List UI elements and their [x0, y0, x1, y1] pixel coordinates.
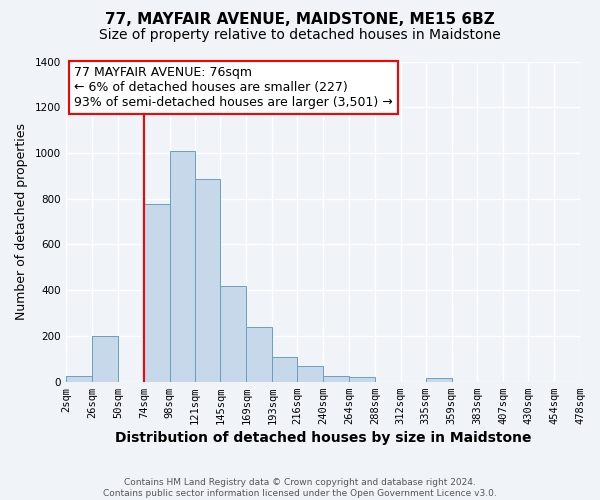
Bar — [323, 376, 349, 382]
Bar — [92, 336, 118, 382]
Bar — [170, 150, 194, 382]
Bar — [194, 180, 220, 382]
Bar — [272, 356, 297, 382]
Bar — [349, 377, 375, 382]
Bar — [144, 204, 170, 382]
Bar — [66, 376, 92, 382]
Bar — [297, 366, 323, 382]
Text: Contains HM Land Registry data © Crown copyright and database right 2024.
Contai: Contains HM Land Registry data © Crown c… — [103, 478, 497, 498]
Text: 77, MAYFAIR AVENUE, MAIDSTONE, ME15 6BZ: 77, MAYFAIR AVENUE, MAIDSTONE, ME15 6BZ — [105, 12, 495, 28]
X-axis label: Distribution of detached houses by size in Maidstone: Distribution of detached houses by size … — [115, 431, 531, 445]
Text: Size of property relative to detached houses in Maidstone: Size of property relative to detached ho… — [99, 28, 501, 42]
Text: 77 MAYFAIR AVENUE: 76sqm
← 6% of detached houses are smaller (227)
93% of semi-d: 77 MAYFAIR AVENUE: 76sqm ← 6% of detache… — [74, 66, 392, 110]
Bar — [247, 327, 272, 382]
Y-axis label: Number of detached properties: Number of detached properties — [15, 123, 28, 320]
Bar — [425, 378, 452, 382]
Bar — [220, 286, 247, 382]
